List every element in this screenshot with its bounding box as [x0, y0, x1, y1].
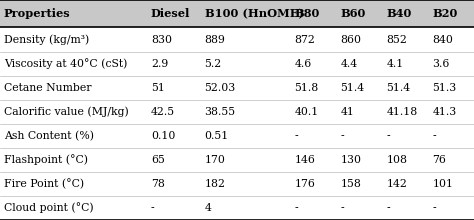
Text: 0.51: 0.51: [205, 131, 229, 141]
Text: Cloud point (°C): Cloud point (°C): [4, 203, 93, 213]
Text: 2.9: 2.9: [151, 59, 168, 69]
Bar: [0, 76, 474, 100]
Text: 108: 108: [386, 155, 408, 165]
Text: 38.55: 38.55: [205, 107, 236, 117]
Text: -: -: [340, 203, 344, 213]
Text: 830: 830: [151, 35, 172, 44]
Text: B100 (HnOME): B100 (HnOME): [205, 8, 303, 19]
Text: -: -: [433, 203, 436, 213]
Text: 52.03: 52.03: [205, 83, 236, 93]
Text: -: -: [386, 131, 390, 141]
Text: 51.4: 51.4: [386, 83, 410, 93]
Text: 41.18: 41.18: [386, 107, 418, 117]
Text: Flashpoint (°C): Flashpoint (°C): [4, 154, 88, 165]
Text: 51: 51: [151, 83, 164, 93]
Text: 142: 142: [386, 179, 407, 189]
Bar: [0, 196, 474, 220]
Bar: [0, 124, 474, 148]
Text: 5.2: 5.2: [205, 59, 222, 69]
Text: 4: 4: [205, 203, 211, 213]
Text: 852: 852: [386, 35, 407, 44]
Text: 158: 158: [340, 179, 361, 189]
Text: 182: 182: [205, 179, 226, 189]
Text: Ash Content (%): Ash Content (%): [4, 131, 94, 141]
Text: Calorific value (MJ/kg): Calorific value (MJ/kg): [4, 106, 128, 117]
Text: B40: B40: [386, 8, 412, 19]
Text: Properties: Properties: [4, 8, 71, 19]
Text: 176: 176: [294, 179, 315, 189]
Text: 41.3: 41.3: [433, 107, 457, 117]
Text: 130: 130: [340, 155, 361, 165]
Text: 840: 840: [433, 35, 454, 44]
Text: Density (kg/m³): Density (kg/m³): [4, 34, 89, 45]
Text: 65: 65: [151, 155, 164, 165]
Text: B20: B20: [433, 8, 458, 19]
Text: 0.10: 0.10: [151, 131, 175, 141]
Text: 78: 78: [151, 179, 164, 189]
Text: 101: 101: [433, 179, 454, 189]
Text: 4.4: 4.4: [340, 59, 357, 69]
Bar: [0, 28, 474, 51]
Text: -: -: [294, 131, 298, 141]
Text: 42.5: 42.5: [151, 107, 175, 117]
Bar: [0, 100, 474, 124]
Bar: [0, 148, 474, 172]
Bar: [0, 172, 474, 196]
Text: 4.1: 4.1: [386, 59, 404, 69]
Text: 51.8: 51.8: [294, 83, 319, 93]
Text: 860: 860: [340, 35, 361, 44]
Text: 76: 76: [433, 155, 447, 165]
Bar: [0, 0, 474, 28]
Text: Fire Point (°C): Fire Point (°C): [4, 179, 84, 189]
Text: 51.3: 51.3: [433, 83, 457, 93]
Text: -: -: [151, 203, 155, 213]
Text: 4.6: 4.6: [294, 59, 311, 69]
Text: -: -: [340, 131, 344, 141]
Text: Diesel: Diesel: [151, 8, 190, 19]
Bar: [0, 51, 474, 76]
Text: 872: 872: [294, 35, 315, 44]
Text: B60: B60: [340, 8, 366, 19]
Text: Viscosity at 40°C (cSt): Viscosity at 40°C (cSt): [4, 58, 127, 69]
Text: 51.4: 51.4: [340, 83, 365, 93]
Text: -: -: [433, 131, 436, 141]
Text: 3.6: 3.6: [433, 59, 450, 69]
Text: -: -: [294, 203, 298, 213]
Text: 40.1: 40.1: [294, 107, 319, 117]
Text: 170: 170: [205, 155, 226, 165]
Text: -: -: [386, 203, 390, 213]
Text: B80: B80: [294, 8, 319, 19]
Text: 889: 889: [205, 35, 226, 44]
Text: 146: 146: [294, 155, 315, 165]
Text: Cetane Number: Cetane Number: [4, 83, 91, 93]
Text: 41: 41: [340, 107, 354, 117]
